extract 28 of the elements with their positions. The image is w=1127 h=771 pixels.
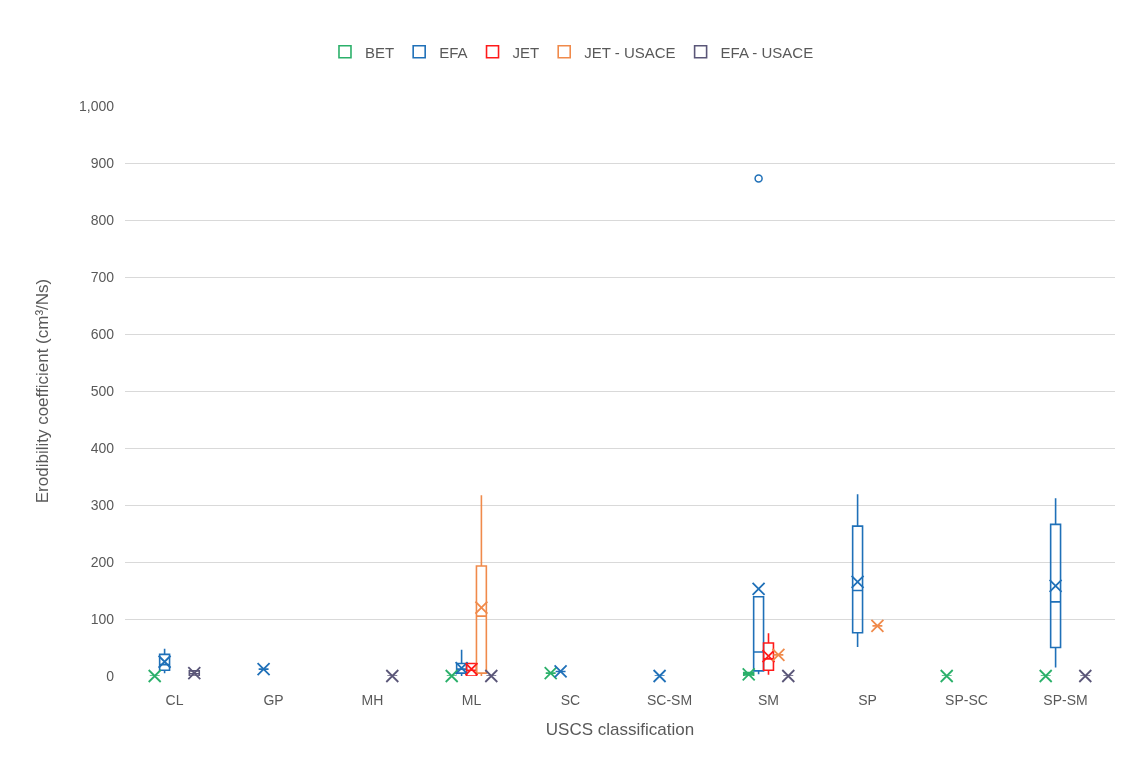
- y-tick-label: 300: [90, 496, 115, 513]
- y-tick-label: 0: [106, 667, 115, 684]
- y-tick-label: 100: [90, 610, 115, 627]
- legend-label: EFA - USACE: [720, 43, 814, 61]
- x-tick-label: SC-SM: [646, 692, 693, 708]
- y-tick-label: 900: [90, 154, 115, 171]
- y-tick-label: 800: [90, 211, 115, 228]
- y-tick-label: 400: [90, 439, 115, 456]
- x-tick-label: MH: [361, 692, 384, 708]
- y-tick-label: 1,000: [78, 97, 115, 114]
- legend-label: JET - USACE: [584, 43, 676, 61]
- x-tick-label: CL: [165, 692, 184, 708]
- y-axis-title: Erodibility coefficient (cm³/Ns): [32, 278, 52, 504]
- x-axis-title: USCS classification: [545, 720, 695, 740]
- legend-label: JET: [512, 43, 540, 61]
- legend-label: BET: [364, 43, 395, 61]
- x-tick-label: SM: [758, 692, 779, 708]
- x-tick-label: SP-SC: [945, 692, 988, 708]
- y-tick-label: 500: [90, 382, 115, 399]
- y-tick-label: 600: [90, 325, 115, 342]
- x-tick-label: ML: [461, 692, 482, 708]
- x-tick-label: SP-SM: [1043, 692, 1088, 708]
- y-tick-label: 200: [90, 553, 115, 570]
- legend-label: EFA: [439, 43, 468, 61]
- x-tick-label: GP: [263, 692, 284, 708]
- y-tick-label: 700: [90, 268, 115, 285]
- x-tick-label: SC: [560, 692, 581, 708]
- x-tick-label: SP: [858, 692, 877, 708]
